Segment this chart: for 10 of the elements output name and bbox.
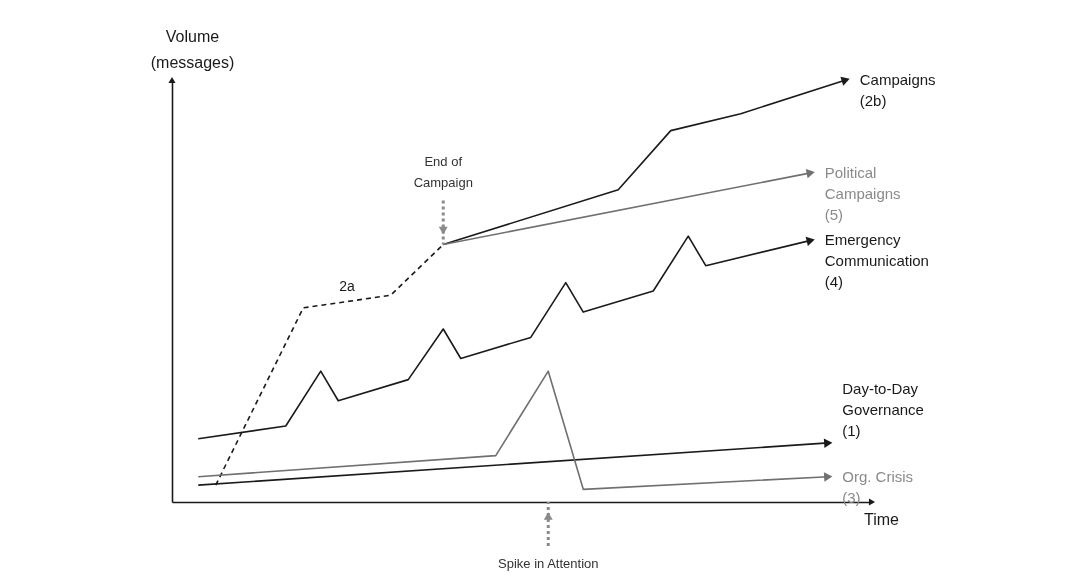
series-label: Campaigns (2b) [859, 71, 936, 109]
text: Spike in Attention [498, 556, 599, 571]
series-label: Day-to-Day Governance (1) [842, 379, 924, 439]
x-axis-title: Time [864, 510, 900, 528]
series-label: Org. Crisis (3) [842, 467, 914, 506]
series-label: Emergency Communication (4) [824, 231, 929, 291]
annotation: End of Campaign [413, 153, 473, 190]
series-label: Political Campaigns (5) [824, 163, 901, 223]
y-axis-title: Volume (messages) [150, 27, 235, 71]
series-label: 2a [339, 277, 355, 294]
